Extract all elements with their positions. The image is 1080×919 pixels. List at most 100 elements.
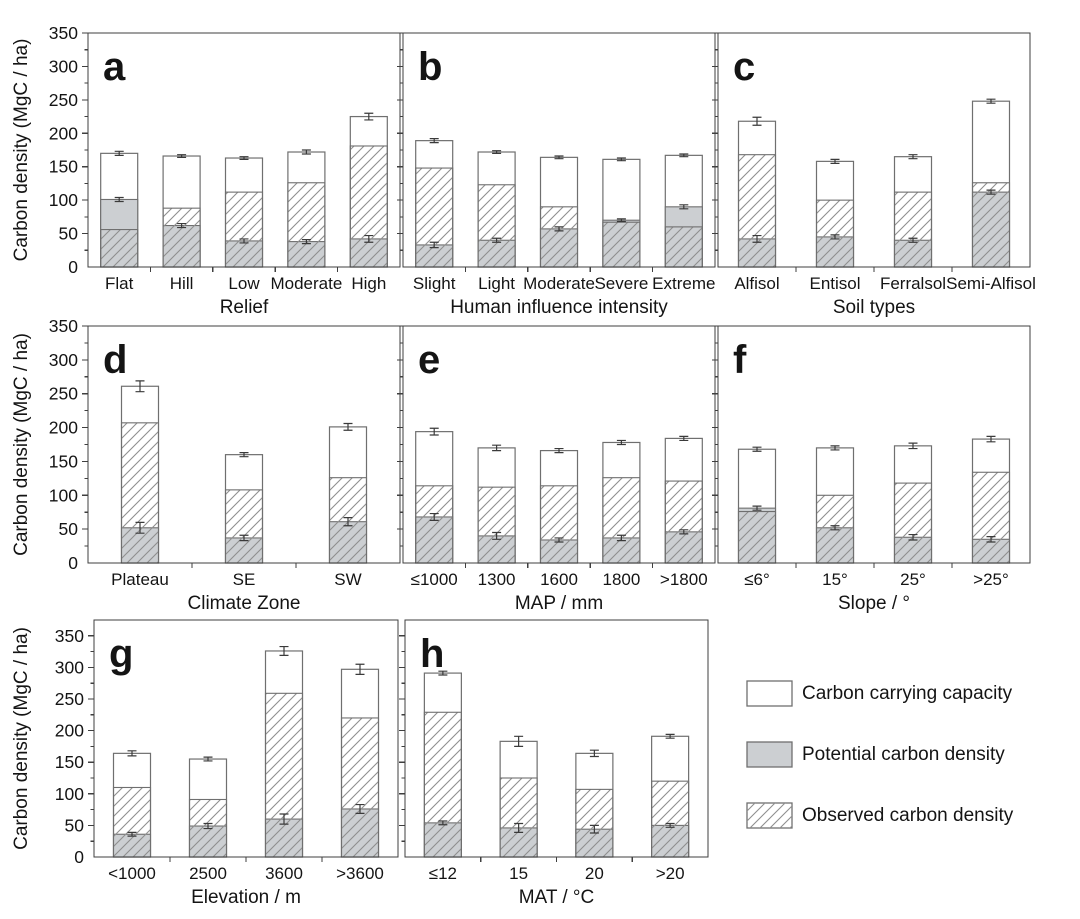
x-axis-title-d: Climate Zone xyxy=(188,593,301,614)
y-tick-label-250-row-2: 250 xyxy=(49,384,78,404)
bar-observed-panel-b-slight xyxy=(415,167,454,268)
x-tick-label-panel-b-moderate: Moderate xyxy=(523,274,595,293)
error-bar-potential-panel-a-flat xyxy=(114,196,124,203)
panel-b-ticks xyxy=(397,32,654,272)
error-bar-capacity-panel-e-1000 xyxy=(429,427,439,436)
bar-observed-panel-h-20 xyxy=(651,780,690,858)
x-tick-label-panel-h-20: 20 xyxy=(585,864,604,883)
error-bar-capacity-panel-h-12 xyxy=(438,670,448,676)
bar-observed-panel-e-1000 xyxy=(415,485,454,564)
bar-observed-panel-h-12 xyxy=(423,711,462,858)
legend-item-potential-density: Potential carbon density xyxy=(746,741,1013,768)
legend-item-carrying-capacity: Carbon carrying capacity xyxy=(746,680,1013,707)
legend-label: Carbon carrying capacity xyxy=(802,682,1013,704)
bar-observed-panel-a-low xyxy=(224,191,264,268)
bar-observed-panel-c-alfisol xyxy=(737,154,777,268)
error-bar-capacity-panel-a-high xyxy=(364,112,374,121)
x-tick-label-panel-e-1300: 1300 xyxy=(478,570,516,589)
x-tick-label-panel-b-extreme: Extreme xyxy=(652,274,715,293)
panel-letter-f: f xyxy=(733,338,747,382)
error-bar-potential-panel-g-2500 xyxy=(203,822,213,830)
error-bar-capacity-panel-g-1000 xyxy=(127,750,137,757)
error-bar-capacity-panel-c-alfisol xyxy=(752,116,762,126)
panel-e-ticks xyxy=(397,325,654,568)
legend-swatch-white xyxy=(746,680,793,707)
x-axis-title-c: Soil types xyxy=(833,297,915,318)
error-bar-potential-panel-e-1300 xyxy=(492,531,502,540)
y-tick-label-100-row-3: 100 xyxy=(55,784,84,804)
x-tick-label-panel-c-entisol: Entisol xyxy=(809,274,860,293)
x-tick-label-panel-a-hill: Hill xyxy=(170,274,194,293)
y-tick-label-50-row-3: 50 xyxy=(65,815,85,835)
error-bar-potential-panel-d-plateau xyxy=(135,521,145,534)
bar-observed-panel-e-1300 xyxy=(477,486,516,564)
x-tick-label-panel-g-1000: <1000 xyxy=(108,864,156,883)
bar-observed-panel-b-severe xyxy=(602,221,641,268)
x-tick-label-panel-g-3600: 3600 xyxy=(265,864,303,883)
y-tick-label-300-row-3: 300 xyxy=(55,657,84,677)
bar-observed-panel-g-1000 xyxy=(112,786,152,858)
bar-observed-panel-a-hill xyxy=(162,207,201,268)
error-bar-potential-panel-g-3600 xyxy=(355,803,365,814)
error-bar-capacity-panel-h-15 xyxy=(514,735,524,747)
legend-swatch-gray xyxy=(746,741,793,768)
bar-observed-panel-c-semialfisol xyxy=(971,182,1011,268)
bar-observed-panel-d-plateau xyxy=(120,422,160,564)
bar-observed-panel-a-flat xyxy=(100,229,139,268)
error-bar-capacity-panel-h-20 xyxy=(665,733,675,739)
bar-observed-panel-a-high xyxy=(349,145,388,268)
error-bar-capacity-panel-f-15 xyxy=(830,445,840,451)
x-tick-label-panel-d-se: SE xyxy=(233,570,256,589)
panel-g-ticks xyxy=(88,635,323,862)
y-tick-label-200-row-3: 200 xyxy=(55,721,84,741)
x-tick-label-panel-g-2500: 2500 xyxy=(189,864,227,883)
error-bar-capacity-panel-d-plateau xyxy=(135,380,145,393)
panel-f-ticks xyxy=(712,325,953,568)
bar-observed-panel-e-1800 xyxy=(664,480,703,564)
error-bar-potential-panel-c-semialfisol xyxy=(986,189,996,195)
legend: Carbon carrying capacity Potential carbo… xyxy=(746,680,1013,829)
error-bar-capacity-panel-e-1300 xyxy=(492,444,502,452)
y-tick-label-50-row-1: 50 xyxy=(59,224,79,244)
y-tick-label-200-row-1: 200 xyxy=(49,123,78,143)
panel-h-ticks xyxy=(399,635,633,862)
bar-observed-panel-h-20 xyxy=(575,788,614,858)
error-bar-capacity-panel-c-ferralsol xyxy=(908,154,918,160)
x-tick-label-panel-h-12: ≤12 xyxy=(429,864,457,883)
error-bar-capacity-panel-g-2500 xyxy=(203,756,213,762)
error-bar-potential-panel-e-1000 xyxy=(429,512,439,521)
y-tick-label-100-row-1: 100 xyxy=(49,190,78,210)
x-tick-label-panel-h-20: >20 xyxy=(656,864,685,883)
x-axis-title-h: MAT / °C xyxy=(519,887,595,908)
y-tick-label-200-row-2: 200 xyxy=(49,418,78,438)
bar-observed-panel-g-3600 xyxy=(340,717,380,858)
error-bar-potential-panel-c-ferralsol xyxy=(908,237,918,243)
error-bar-potential-panel-d-se xyxy=(239,534,249,542)
y-tick-label-150-row-3: 150 xyxy=(55,752,84,772)
y-tick-label-300-row-2: 300 xyxy=(49,350,78,370)
panel-letter-e: e xyxy=(418,338,440,382)
y-tick-label-0-row-1: 0 xyxy=(68,257,78,277)
error-bar-capacity-panel-d-se xyxy=(239,452,249,458)
x-axis-title-f: Slope / ° xyxy=(838,593,910,614)
x-tick-label-panel-d-plateau: Plateau xyxy=(111,570,169,589)
error-bar-potential-panel-a-hill xyxy=(177,222,187,229)
bar-observed-panel-e-1800 xyxy=(602,477,641,564)
error-bar-capacity-panel-e-1600 xyxy=(554,447,564,454)
y-tick-label-0-row-2: 0 xyxy=(68,553,78,573)
error-bar-capacity-panel-b-slight xyxy=(429,138,439,144)
x-tick-label-panel-h-15: 15 xyxy=(509,864,528,883)
panel-d-ticks xyxy=(82,325,297,568)
error-bar-capacity-panel-g-3600 xyxy=(279,645,289,656)
bar-observed-panel-f-25 xyxy=(971,471,1011,564)
error-bar-potential-panel-b-extreme xyxy=(679,204,689,210)
bar-observed-panel-f-6 xyxy=(737,510,777,564)
legend-item-observed-density: Observed carbon density xyxy=(746,802,1013,829)
panel-letter-h: h xyxy=(420,632,444,676)
error-bar-potential-panel-h-20 xyxy=(589,824,599,834)
error-bar-potential-panel-d-sw xyxy=(343,517,353,527)
x-tick-label-panel-b-severe: Severe xyxy=(594,274,648,293)
x-tick-label-panel-f-25: >25° xyxy=(973,570,1009,589)
error-bar-potential-panel-f-25 xyxy=(908,533,918,541)
